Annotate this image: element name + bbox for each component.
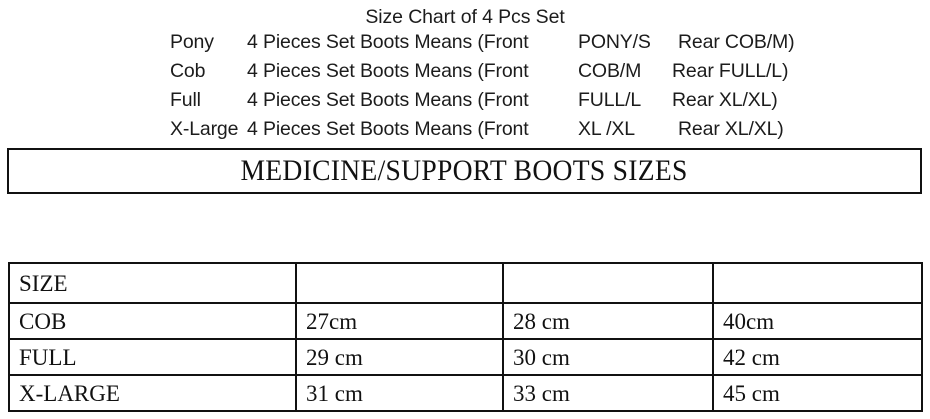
note-size-label: Cob (170, 60, 206, 82)
table-cell-value: 42 cm (712, 338, 923, 376)
table-cell-size: COB (8, 302, 297, 340)
table-cell-value: 29 cm (295, 338, 504, 376)
table-cell-value: 28 cm (502, 302, 714, 340)
table-cell-value: 33 cm (502, 374, 714, 412)
note-means-text: 4 Pieces Set Boots Means (Front (247, 31, 529, 53)
table-header-cell (502, 262, 714, 304)
banner-title: MEDICINE/SUPPORT BOOTS SIZES (240, 154, 689, 187)
notes-title: Size Chart of 4 Pcs Set (365, 6, 565, 28)
table-header-cell (712, 262, 923, 304)
banner-box: MEDICINE/SUPPORT BOOTS SIZES (7, 148, 922, 194)
note-size-label: X-Large (170, 118, 239, 140)
table-header-cell (295, 262, 504, 304)
note-size-label: Pony (170, 31, 214, 53)
note-size-label: Full (170, 89, 201, 111)
table-cell-value: 45 cm (712, 374, 923, 412)
note-rear-size: Rear XL/XL) (678, 118, 784, 140)
table-cell-value: 40cm (712, 302, 923, 340)
note-means-text: 4 Pieces Set Boots Means (Front (247, 118, 529, 140)
note-front-size: FULL/L (578, 89, 642, 111)
table-row: X-LARGE 31 cm 33 cm 45 cm (8, 374, 923, 412)
note-front-size: COB/M (578, 60, 642, 82)
note-rear-size: Rear COB/M) (678, 31, 795, 53)
note-rear-size: Rear FULL/L) (672, 60, 789, 82)
note-row: Full 4 Pieces Set Boots Means (Front FUL… (0, 89, 930, 118)
table-header-row: SIZE (8, 262, 923, 304)
table-cell-value: 27cm (295, 302, 504, 340)
note-rear-size: Rear XL/XL) (672, 89, 778, 111)
boot-sizes-table: SIZE COB 27cm 28 cm 40cm FULL 29 cm 30 c… (8, 262, 923, 412)
note-means-text: 4 Pieces Set Boots Means (Front (247, 89, 529, 111)
table-header-cell: SIZE (8, 262, 297, 304)
table-cell-value: 30 cm (502, 338, 714, 376)
table-cell-size: X-LARGE (8, 374, 297, 412)
table-cell-value: 31 cm (295, 374, 504, 412)
note-front-size: PONY/S (578, 31, 651, 53)
note-means-text: 4 Pieces Set Boots Means (Front (247, 60, 529, 82)
table-row: COB 27cm 28 cm 40cm (8, 302, 923, 340)
note-row: Pony 4 Pieces Set Boots Means (Front PON… (0, 31, 930, 60)
table-row: FULL 29 cm 30 cm 42 cm (8, 338, 923, 376)
note-row: X-Large 4 Pieces Set Boots Means (Front … (0, 118, 930, 147)
note-row: Cob 4 Pieces Set Boots Means (Front COB/… (0, 60, 930, 89)
table-cell-size: FULL (8, 338, 297, 376)
note-front-size: XL /XL (578, 118, 635, 140)
size-notes-block: Size Chart of 4 Pcs Set Pony 4 Pieces Se… (0, 0, 930, 147)
